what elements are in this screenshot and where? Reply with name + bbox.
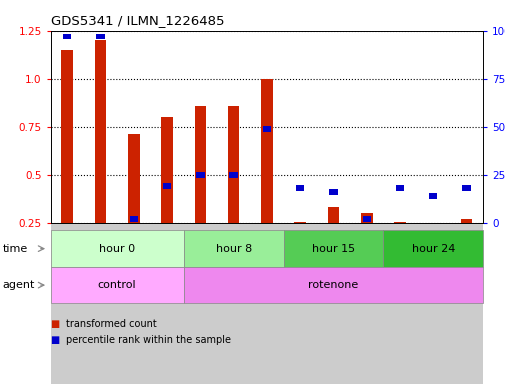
Bar <box>128 134 139 223</box>
Bar <box>50 223 84 384</box>
Bar <box>61 50 73 223</box>
Bar <box>84 223 117 384</box>
Bar <box>329 189 337 195</box>
Text: hour 0: hour 0 <box>99 243 135 254</box>
Bar <box>449 223 482 384</box>
Bar <box>294 222 306 223</box>
Text: control: control <box>97 280 136 290</box>
Bar <box>316 223 349 384</box>
Bar <box>161 117 173 223</box>
Bar <box>462 185 470 191</box>
Bar <box>262 126 271 131</box>
Bar <box>117 223 150 384</box>
Bar <box>250 223 283 384</box>
Bar <box>150 223 183 384</box>
Bar <box>217 223 250 384</box>
Text: GDS5341 / ILMN_1226485: GDS5341 / ILMN_1226485 <box>50 14 224 27</box>
Bar <box>94 40 106 223</box>
Bar <box>360 213 372 223</box>
Text: rotenone: rotenone <box>308 280 358 290</box>
Bar <box>229 172 237 178</box>
Bar <box>227 106 239 223</box>
Text: hour 8: hour 8 <box>215 243 251 254</box>
Bar <box>395 185 403 191</box>
Bar <box>362 216 370 222</box>
Bar <box>96 34 105 40</box>
Bar <box>349 223 383 384</box>
Text: hour 15: hour 15 <box>311 243 355 254</box>
Bar <box>393 222 405 223</box>
Bar <box>428 193 437 199</box>
Bar <box>63 34 71 40</box>
Bar <box>129 216 138 222</box>
Bar <box>183 223 217 384</box>
Text: hour 24: hour 24 <box>411 243 454 254</box>
Text: ■: ■ <box>50 335 60 345</box>
Bar <box>283 223 316 384</box>
Bar <box>196 172 204 178</box>
Text: time: time <box>3 243 28 254</box>
Text: transformed count: transformed count <box>66 319 156 329</box>
Bar <box>327 207 339 223</box>
Bar <box>295 185 304 191</box>
Bar <box>194 106 206 223</box>
Bar <box>383 223 416 384</box>
Bar <box>460 219 472 223</box>
Text: percentile rank within the sample: percentile rank within the sample <box>66 335 230 345</box>
Bar <box>416 223 449 384</box>
Bar <box>163 184 171 189</box>
Bar <box>261 79 272 223</box>
Text: ■: ■ <box>50 319 60 329</box>
Text: agent: agent <box>3 280 35 290</box>
